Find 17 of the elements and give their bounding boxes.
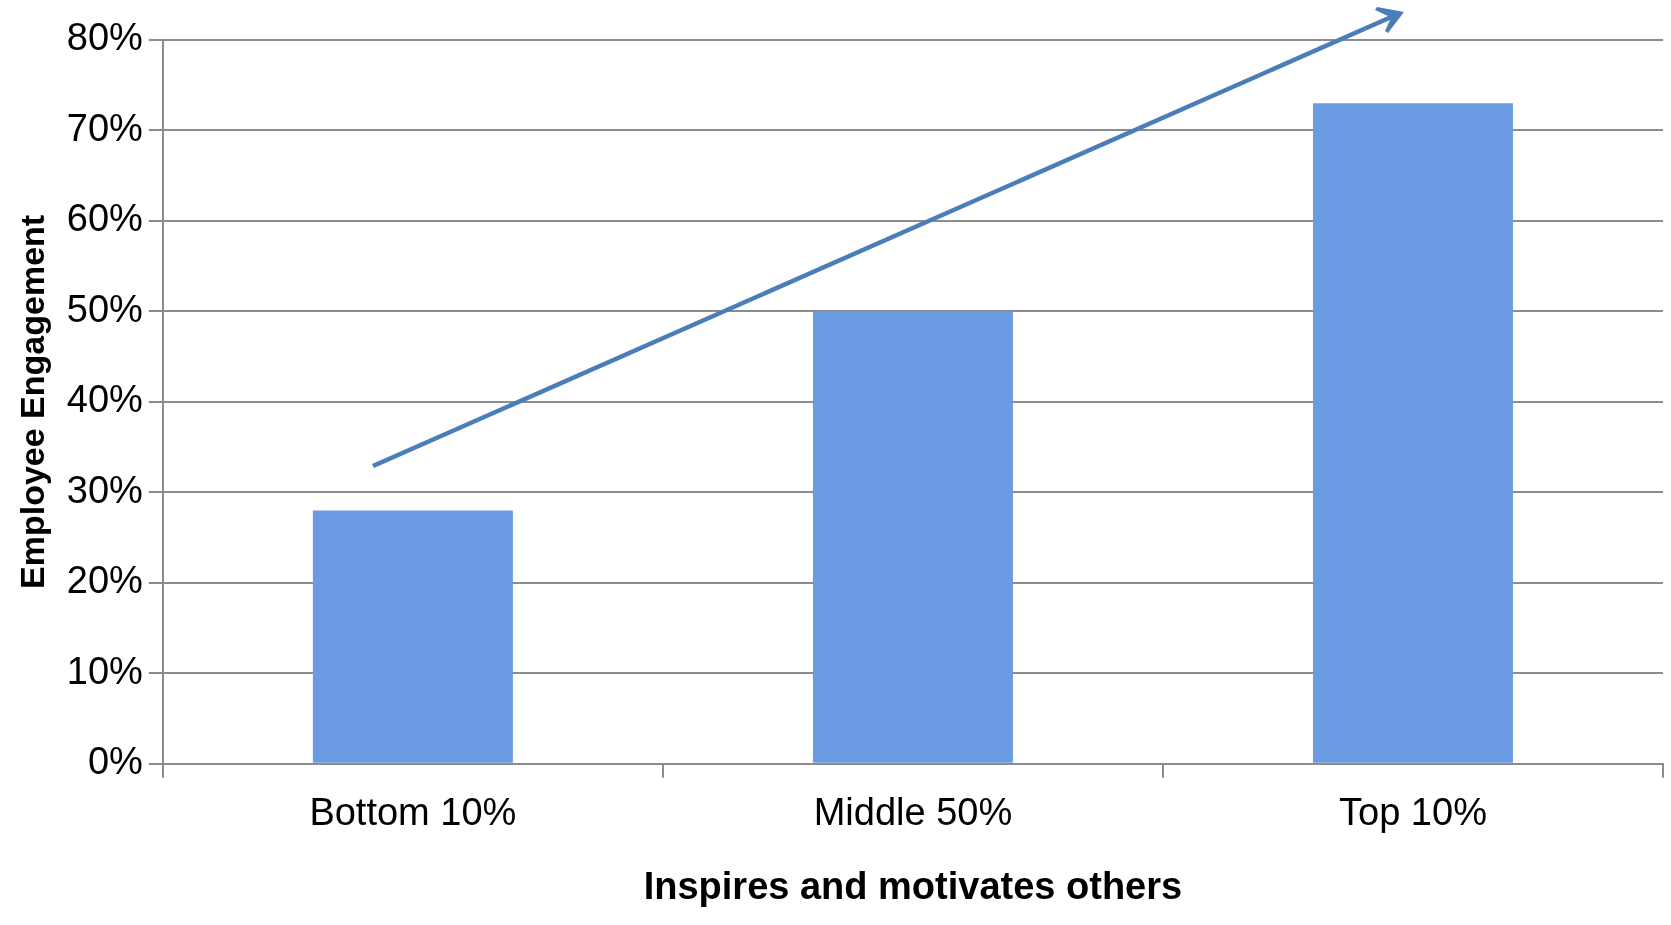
bar [1312, 103, 1513, 763]
x-tick-label: Top 10% [1339, 791, 1487, 834]
x-tick-label: Middle 50% [813, 791, 1013, 834]
bar [812, 311, 1013, 763]
bar [312, 510, 513, 763]
y-tick-label: 80% [66, 16, 143, 59]
y-tick-label: 10% [66, 649, 143, 692]
y-axis-title: Employee Engagement [12, 214, 51, 589]
y-tick-label: 0% [87, 740, 143, 783]
x-tick-label: Bottom 10% [309, 791, 517, 834]
y-tick-label: 30% [66, 468, 143, 511]
x-axis-title: Inspires and motivates others [643, 864, 1183, 907]
y-tick-label: 40% [66, 378, 143, 421]
y-tick-label: 50% [66, 287, 143, 330]
y-tick-label: 60% [66, 197, 143, 240]
y-tick-label: 70% [66, 106, 143, 149]
y-tick-label: 20% [66, 559, 143, 602]
